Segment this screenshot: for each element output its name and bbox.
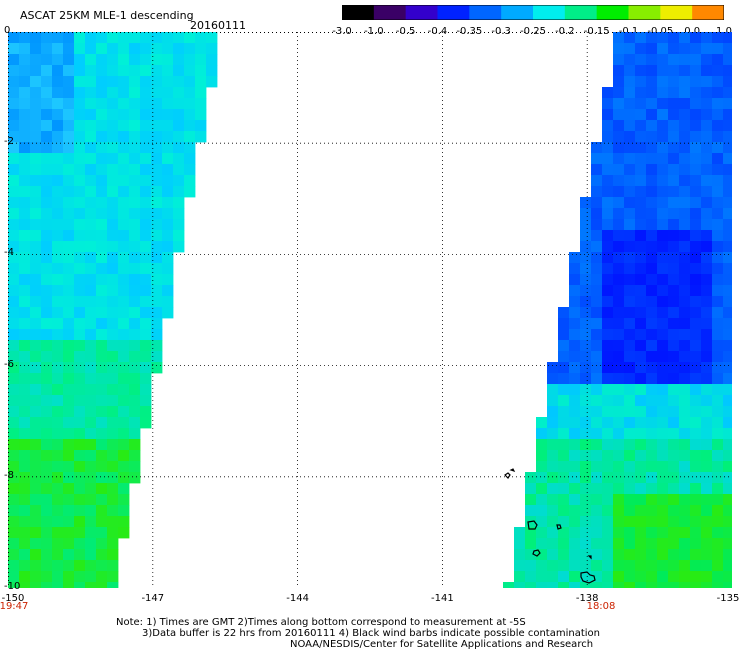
time-left: 19:47 <box>0 601 29 612</box>
footnote-line-2: 3)Data buffer is 22 hrs from 20160111 4)… <box>142 628 600 639</box>
colorbar-tick-label: 1.0 <box>716 26 732 37</box>
colorbar-segment <box>373 5 407 20</box>
islands <box>504 468 596 584</box>
swath-map <box>8 32 732 588</box>
y-tick-label: -4 <box>4 247 14 259</box>
colorbar-segment <box>405 5 438 20</box>
colorbar-tick-label: -0.3 <box>491 26 511 37</box>
footnote-line-1: Note: 1) Times are GMT 2)Times along bot… <box>116 617 526 628</box>
colorbar-tick-label: -0.1 <box>618 26 639 37</box>
colorbar-segment <box>437 5 470 20</box>
colorbar-tick-label: -0.4 <box>427 26 448 37</box>
island <box>556 524 562 530</box>
colorbar-tick-label: -0.2 <box>555 26 575 37</box>
colorbar-tick-label: -1.0 <box>364 26 384 37</box>
x-tick-label: -141 <box>431 593 454 604</box>
colorbar-tick-label: 0.0 <box>684 26 701 37</box>
colorbar-segment <box>469 5 502 20</box>
colorbar-segment <box>533 5 566 20</box>
x-tick-label: -138 <box>575 593 599 604</box>
y-tick-label: -8 <box>4 469 14 481</box>
island <box>509 468 516 473</box>
y-tick-label: -2 <box>4 136 14 148</box>
x-tick-label: -144 <box>286 593 309 604</box>
colorbar-segment <box>596 5 629 20</box>
colorbar-tick-label: -0.25 <box>520 26 546 37</box>
swath-right <box>503 32 732 588</box>
map-date: 20160111 <box>190 19 246 32</box>
y-tick-label: -6 <box>4 358 14 370</box>
island <box>587 555 592 560</box>
island <box>580 571 596 584</box>
colorbar-segment <box>628 5 661 20</box>
swath-left <box>8 32 218 588</box>
island <box>504 472 511 479</box>
colorbar-tick-label: -3.0 <box>332 26 352 37</box>
grid-lines <box>8 32 732 588</box>
y-tick-label: 0 <box>4 25 11 36</box>
colorbar-tick-label: -0.5 <box>395 26 416 37</box>
x-tick-label: -147 <box>141 593 165 604</box>
colorbar-tick-label: -0.35 <box>456 26 483 37</box>
island <box>532 549 541 557</box>
map-title: ASCAT 25KM MLE-1 descending <box>20 9 194 22</box>
colorbar-segment <box>692 5 724 20</box>
y-tick-label: -10 <box>4 581 21 592</box>
colorbar-segment <box>564 5 598 20</box>
colorbar-tick-label: -0.15 <box>583 26 610 37</box>
colorbar-segment <box>501 5 534 20</box>
footnote-line-3: NOAA/NESDIS/Center for Satellite Applica… <box>290 639 594 650</box>
colorbar-segment <box>660 5 693 20</box>
colorbar <box>342 5 724 20</box>
x-tick-label: -135 <box>716 593 740 604</box>
island <box>527 520 538 530</box>
colorbar-segment <box>342 5 375 20</box>
time-right: 18:08 <box>586 601 616 612</box>
colorbar-tick-label: -0.05 <box>647 26 674 37</box>
x-tick-label: -150 <box>1 593 25 604</box>
